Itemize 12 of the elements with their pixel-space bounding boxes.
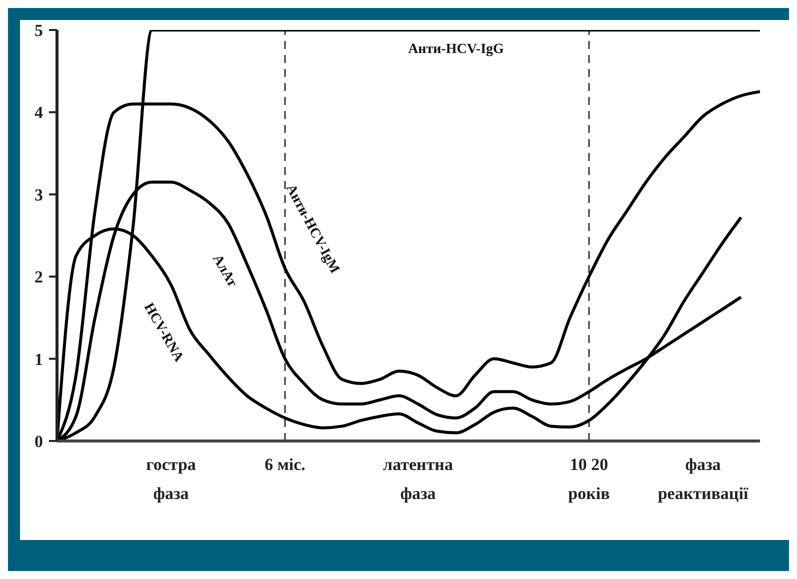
y-tick-label: 5 — [34, 20, 43, 40]
y-tick-label: 2 — [34, 268, 43, 287]
x-tick-label: 10 20 років — [568, 455, 610, 503]
y-tick-label: 0 — [34, 432, 43, 451]
x-tick-label: латентна фаза — [383, 455, 454, 503]
x-tick-label: гостра фаза — [146, 455, 196, 503]
x-tick-label: 6 міс. — [264, 455, 306, 474]
series-label: Анти-HCV-IgG — [408, 42, 504, 58]
y-tick-label: 4 — [34, 103, 44, 122]
y-tick-label: 1 — [34, 350, 43, 369]
x-tick-label: фаза реактивації — [658, 455, 748, 503]
y-tick-label: 3 — [34, 185, 43, 204]
